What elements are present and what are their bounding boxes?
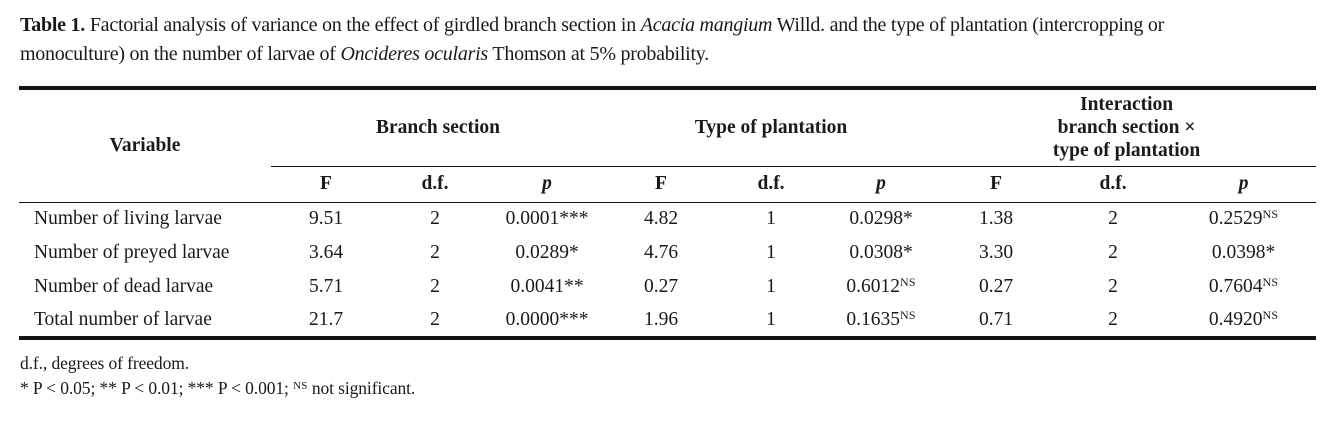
cell-value: 0.4920NS — [1171, 304, 1317, 340]
table-footnotes: d.f., degrees of freedom. * P < 0.05; **… — [20, 351, 1340, 401]
cell-value: 0.2529NS — [1208, 207, 1279, 230]
cell-value: 0.0041** — [510, 276, 584, 297]
row-label: Total number of larvae — [19, 304, 271, 340]
group-header-type-of-plantation: Type of plantation — [605, 88, 938, 167]
cell-value: 5.71 — [308, 276, 344, 297]
cell-value: 4.76 — [643, 242, 679, 263]
footnote-significance: * P < 0.05; ** P < 0.01; *** P < 0.001; … — [20, 378, 416, 398]
cell-value: 0.0308* — [849, 242, 913, 263]
cell-value: 3.64 — [308, 242, 344, 263]
sub-header-row: F d.f. p F d.f. p F d.f. p — [19, 166, 1317, 203]
cell-value: 3.30 — [978, 242, 1014, 263]
caption-species-2: Oncideres ocularis — [340, 43, 488, 65]
table-body: Number of living larvae 9.51 2 0.0001***… — [19, 202, 1317, 340]
row-label: Number of preyed larvae — [34, 242, 230, 263]
subheader-f-3: F — [937, 166, 1056, 203]
cell-value: 0.0000*** — [489, 304, 606, 340]
caption-text-4: Thomson at 5% probability. — [487, 43, 709, 65]
cell-value: 1.96 — [605, 304, 718, 340]
table-header: Variable Branch section Type of plantati… — [19, 88, 1317, 203]
caption-species-1: Acacia mangium — [640, 14, 773, 36]
anova-table: Variable Branch section Type of plantati… — [19, 86, 1317, 340]
cell-value: 1.38 — [978, 208, 1014, 230]
column-header-variable: Variable — [19, 88, 271, 203]
cell-value: 4.82 — [643, 208, 679, 230]
subheader-p-2: p — [825, 166, 938, 203]
cell-value: 2 — [430, 208, 440, 230]
cell-value: 2 — [1108, 208, 1118, 230]
footnote-df: d.f., degrees of freedom. — [20, 353, 190, 373]
cell-value: 2 — [1108, 242, 1118, 263]
subheader-p-3: p — [1171, 166, 1317, 203]
table-row: Number of preyed larvae 3.64 2 0.0289* 4… — [19, 236, 1316, 270]
caption-text-1: Factorial analysis of variance on the ef… — [85, 14, 641, 36]
cell-value: 0.0001*** — [505, 208, 589, 230]
row-label: Number of dead larvae — [34, 276, 214, 297]
cell-value: 0.6012NS — [846, 275, 916, 297]
table-caption: Table 1. Factorial analysis of variance … — [20, 11, 1322, 69]
cell-value: 0.0398* — [1211, 242, 1276, 263]
cell-value: 2 — [381, 304, 489, 340]
footnote-ns-superscript: NS — [293, 380, 308, 392]
cell-value: 1 — [766, 276, 776, 297]
table-row: Total number of larvae 21.7 2 0.0000*** … — [19, 304, 1317, 340]
row-label: Number of living larvae — [34, 208, 222, 230]
subheader-df-2: d.f. — [717, 166, 826, 203]
cell-value: 1 — [766, 208, 776, 230]
group-header-row: Variable Branch section Type of plantati… — [19, 88, 1317, 203]
cell-value: 1 — [717, 304, 826, 340]
cell-value: 0.27 — [978, 276, 1014, 297]
cell-value: 2 — [430, 276, 440, 297]
cell-value: 0.0298* — [849, 208, 913, 230]
cell-value: 0.1635NS — [825, 304, 938, 340]
group-header-interaction: Interaction branch section × type of pla… — [937, 88, 1317, 167]
subheader-df-3: d.f. — [1055, 166, 1172, 203]
table-row: Number of dead larvae 5.71 2 0.0041** 0.… — [19, 270, 1316, 304]
caption-text-2: Willd. and the type of plantation (inter… — [772, 14, 1165, 36]
table-row: Number of living larvae 9.51 2 0.0001***… — [19, 202, 1316, 236]
subheader-f-2: F — [605, 166, 718, 203]
cell-value: 1 — [766, 242, 776, 263]
cell-value: 0.7604NS — [1208, 275, 1279, 297]
subheader-df-1: d.f. — [381, 166, 489, 203]
cell-value: 9.51 — [308, 208, 344, 230]
cell-value: 2 — [1108, 276, 1118, 297]
cell-value: 0.27 — [643, 276, 679, 297]
caption-table-number: Table 1. — [20, 14, 86, 36]
subheader-p-1: p — [489, 166, 606, 203]
subheader-f-1: F — [271, 166, 381, 203]
cell-value: 0.71 — [937, 304, 1056, 340]
cell-value: 2 — [1055, 304, 1172, 340]
group-header-branch-section: Branch section — [271, 88, 606, 167]
caption-text-3: monoculture) on the number of larvae of — [20, 43, 341, 65]
cell-value: 21.7 — [271, 304, 381, 340]
cell-value: 0.0289* — [515, 242, 579, 263]
cell-value: 2 — [430, 242, 440, 263]
